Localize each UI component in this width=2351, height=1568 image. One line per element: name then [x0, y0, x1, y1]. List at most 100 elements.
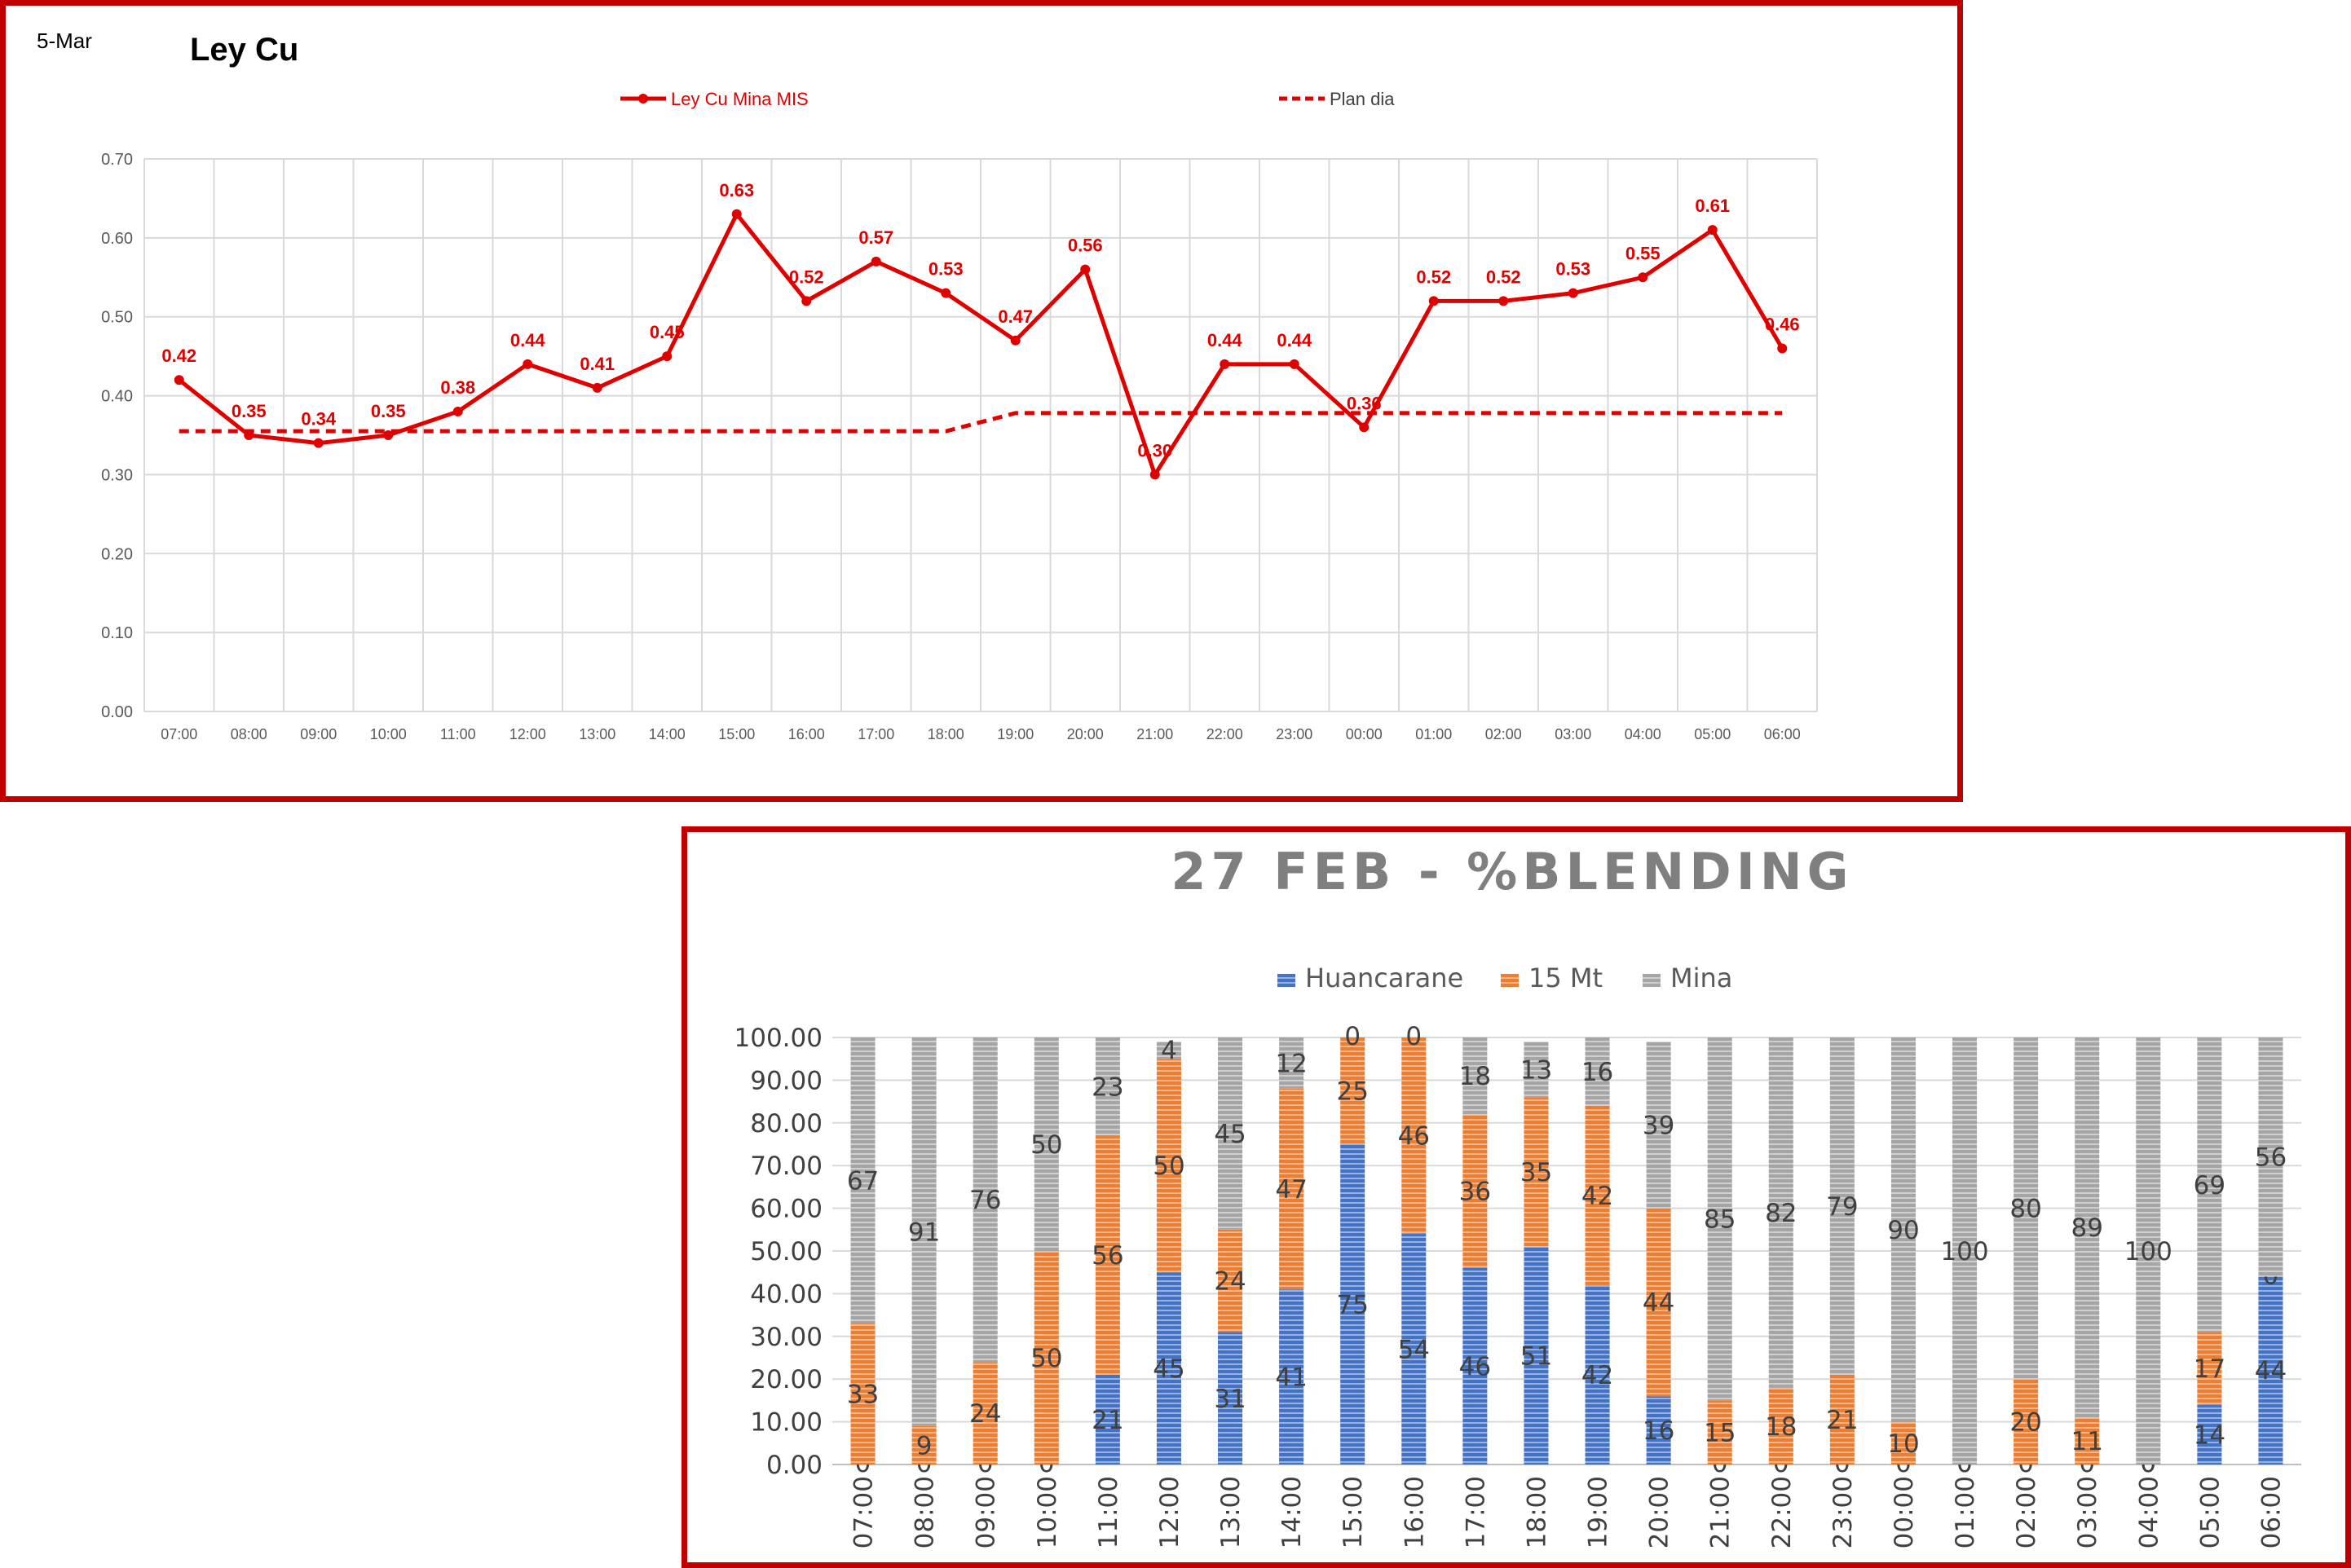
bar-segment — [2014, 1037, 2039, 1380]
y-tick-label: 60.00 — [750, 1195, 823, 1224]
data-label: 91 — [908, 1218, 940, 1247]
bar-segment — [1218, 1037, 1243, 1230]
bar-segment — [911, 1425, 937, 1464]
y-tick-label: 80.00 — [750, 1109, 823, 1139]
data-label: 51 — [1520, 1341, 1552, 1371]
data-label: 35 — [1520, 1158, 1552, 1187]
x-tick-label: 01:00 — [1951, 1476, 1980, 1548]
ley-cu-chart-panel: 5-Mar Ley Cu 0.00 0.10 0.20 0.30 0.40 0.50 0.6… — [0, 0, 1963, 802]
y-tick-label: 0.30 — [101, 466, 133, 484]
bar-segment — [1218, 1229, 1243, 1332]
y-tick-label: 10.00 — [750, 1408, 823, 1438]
data-label: 42 — [1581, 1182, 1613, 1211]
data-label: 41 — [1275, 1363, 1307, 1393]
data-label: 90 — [1887, 1216, 1919, 1245]
data-label: 0.57 — [858, 227, 893, 248]
x-tick-label: 04:00 — [2134, 1476, 2164, 1548]
bar-segment — [1829, 1037, 1855, 1375]
bar-segment — [1462, 1114, 1488, 1268]
data-label: 21 — [1826, 1406, 1858, 1435]
y-tick-label: 100.00 — [734, 1024, 823, 1053]
bar-segment — [973, 1362, 998, 1464]
x-tick-label: 01:00 — [1415, 726, 1452, 742]
data-point — [1498, 296, 1509, 306]
x-tick-label: 22:00 — [1767, 1476, 1797, 1548]
x-tick-label: 14:00 — [1277, 1476, 1307, 1548]
bar-segment — [2197, 1404, 2222, 1464]
x-tick-label: 05:00 — [1694, 726, 1731, 742]
data-label: 85 — [1704, 1205, 1736, 1235]
data-point — [1220, 359, 1230, 369]
bar-segment — [1095, 1374, 1120, 1464]
data-label: 0.42 — [161, 346, 196, 366]
data-label: 82 — [1765, 1199, 1797, 1228]
data-point — [1010, 335, 1021, 346]
x-tick-label: 03:00 — [1555, 726, 1591, 742]
bar-segment — [1462, 1037, 1488, 1115]
x-tick-label: 15:00 — [718, 726, 755, 742]
x-tick-label: 19:00 — [1584, 1476, 1613, 1548]
data-label: 0.35 — [371, 401, 406, 421]
data-label: 44 — [1643, 1288, 1674, 1318]
x-tick-label: 12:00 — [1155, 1476, 1184, 1548]
x-tick-label: 05:00 — [2195, 1476, 2225, 1548]
x-tick-label: 18:00 — [928, 726, 964, 742]
data-label: 0.46 — [1765, 314, 1800, 334]
x-tick-label: 23:00 — [1276, 726, 1312, 742]
data-label: 50 — [1030, 1344, 1062, 1373]
bar-segment — [2075, 1417, 2100, 1464]
y-tick-label: 0.50 — [101, 309, 133, 327]
x-tick-label: 22:00 — [1206, 726, 1243, 742]
data-point — [731, 209, 742, 219]
bar-segment — [1156, 1042, 1181, 1059]
data-point — [941, 288, 951, 298]
bar-segment — [1034, 1037, 1059, 1251]
data-label: 56 — [2255, 1143, 2287, 1173]
bar-segment — [850, 1037, 876, 1324]
bar-segment — [1095, 1037, 1120, 1136]
x-tick-label: 20:00 — [1067, 726, 1104, 742]
data-label: 47 — [1275, 1175, 1307, 1205]
data-label: 24 — [1214, 1267, 1246, 1297]
bar-segment — [911, 1037, 937, 1426]
blending-chart-panel: 27 FEB - %BLENDING Huancarane 15 Mt Mina 0.0… — [681, 826, 2351, 1568]
legend-label-plan-dia: Plan dia — [1330, 89, 1395, 109]
chart-title: Ley Cu — [190, 32, 299, 68]
data-label: 0.41 — [580, 354, 615, 374]
data-point — [801, 296, 812, 306]
data-label: 0.52 — [789, 266, 824, 287]
y-tick-label: 40.00 — [750, 1280, 823, 1309]
data-point — [662, 351, 673, 362]
date-label: 5-Mar — [37, 29, 92, 53]
x-tick-label: 17:00 — [1461, 1476, 1490, 1548]
data-label: 0.38 — [440, 377, 475, 398]
data-label: 54 — [1398, 1336, 1430, 1365]
x-tick-label: 17:00 — [858, 726, 894, 742]
bar-segment — [1401, 1037, 1427, 1235]
legend-swatch — [1501, 974, 1519, 987]
data-point — [1080, 264, 1091, 275]
data-point — [313, 438, 324, 448]
blending-stacked-bar-chart: 27 FEB - %BLENDING Huancarane 15 Mt Mina 0.0… — [734, 842, 2301, 1548]
x-tick-label: 03:00 — [2073, 1476, 2102, 1548]
data-label: 10 — [1887, 1429, 1919, 1459]
data-label: 0.36 — [1347, 393, 1382, 413]
x-tick-label: 14:00 — [649, 726, 686, 742]
bar-segment — [1768, 1037, 1793, 1388]
data-label: 75 — [1336, 1291, 1368, 1320]
data-label: 45 — [1214, 1120, 1246, 1149]
data-label: 56 — [1092, 1241, 1123, 1271]
bar-segment — [1890, 1421, 1916, 1464]
y-tick-label: 30.00 — [750, 1323, 823, 1352]
y-tick-label: 0.20 — [101, 545, 133, 563]
bar-segment — [2197, 1037, 2222, 1332]
data-label: 18 — [1765, 1412, 1797, 1442]
data-label: 14 — [2194, 1420, 2225, 1450]
data-label: 100 — [2124, 1237, 2172, 1266]
y-tick-label: 0.00 — [101, 703, 133, 721]
bar-segment — [1401, 1234, 1427, 1464]
bar-segment — [1646, 1208, 1671, 1397]
bar-segment — [1768, 1387, 1793, 1464]
bar-segment — [850, 1324, 876, 1464]
data-label: 18 — [1459, 1062, 1491, 1091]
